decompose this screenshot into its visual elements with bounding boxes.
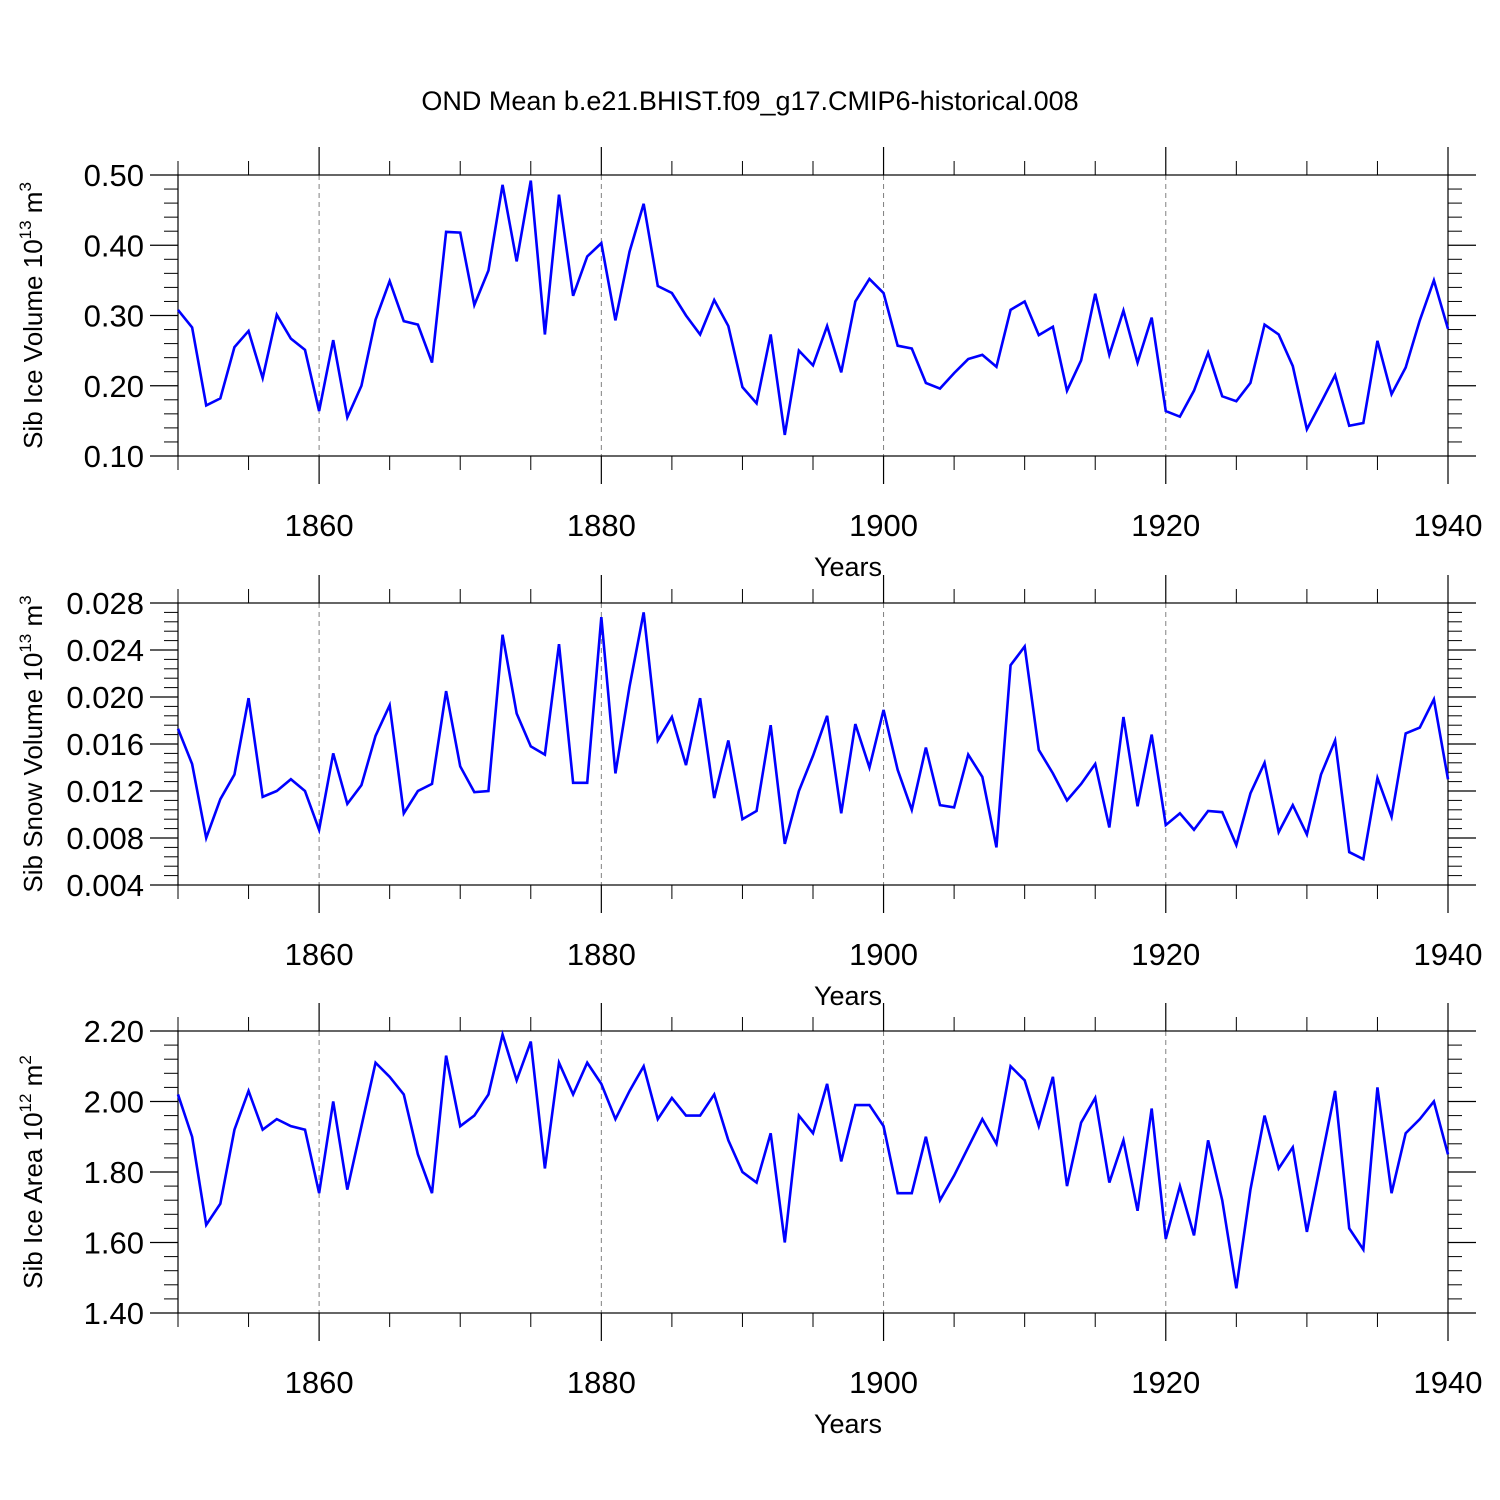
y-tick-label: 2.00 bbox=[84, 1085, 144, 1120]
x-tick-label: 1880 bbox=[567, 508, 636, 543]
x-tick-label: 1860 bbox=[285, 937, 354, 972]
y-axis-label: Sib Ice Area 1012 m2 bbox=[16, 1055, 48, 1289]
y-tick-label: 0.50 bbox=[84, 158, 144, 193]
y-tick-label: 0.020 bbox=[66, 680, 144, 715]
x-tick-label: 1920 bbox=[1131, 937, 1200, 972]
y-tick-label: 0.20 bbox=[84, 369, 144, 404]
panels: 0.10 0.20 0.30 0.40 0.50 1860 1880 1900 1920 1940… bbox=[16, 147, 1482, 1439]
x-tick-label: 1920 bbox=[1131, 508, 1200, 543]
y-axis-label-exponent: 12 bbox=[16, 1094, 35, 1113]
y-tick-label: 2.20 bbox=[84, 1014, 144, 1049]
y-axis-label-unit: m bbox=[18, 192, 48, 221]
y-axis-label: Sib Snow Volume 1013 m3 bbox=[16, 595, 48, 892]
y-tick-label: 0.40 bbox=[84, 228, 144, 263]
x-tick-label: 1940 bbox=[1414, 1365, 1483, 1400]
y-tick-label: 0.016 bbox=[66, 727, 144, 762]
y-tick-label: 0.024 bbox=[66, 633, 144, 668]
y-axis-label-unit: m bbox=[18, 605, 48, 634]
y-tick-label: 0.028 bbox=[66, 586, 144, 621]
y-axis-label-unit-exponent: 2 bbox=[16, 1055, 35, 1064]
plot-frame bbox=[177, 1030, 1449, 1314]
chart-title: OND Mean b.e21.BHIST.f09_g17.CMIP6-histo… bbox=[421, 86, 1078, 116]
x-tick-label: 1880 bbox=[567, 1365, 636, 1400]
panel-1: 0.10 0.20 0.30 0.40 0.50 1860 1880 1900 1920 1940… bbox=[16, 147, 1482, 582]
y-tick-label: 0.10 bbox=[84, 439, 144, 474]
y-tick-label: 0.30 bbox=[84, 299, 144, 334]
x-tick-label: 1860 bbox=[285, 1365, 354, 1400]
y-axis-label-main: Sib Ice Area 10 bbox=[18, 1112, 48, 1288]
y-tick-label: 0.008 bbox=[66, 821, 144, 856]
series-line bbox=[176, 612, 1450, 862]
y-axis-label: Sib Ice Volume 1013 m3 bbox=[16, 182, 48, 449]
y-axis-label-unit-exponent: 3 bbox=[16, 182, 35, 191]
panel-2: 0.004 0.008 0.012 0.016 0.020 0.024 0.028 1860 1… bbox=[16, 575, 1482, 1011]
y-axis-label-exponent: 13 bbox=[16, 220, 35, 239]
series-line bbox=[176, 180, 1450, 436]
y-tick-label: 1.40 bbox=[84, 1296, 144, 1331]
x-tick-label: 1860 bbox=[285, 508, 354, 543]
y-axis-label-main: Sib Ice Volume 10 bbox=[18, 239, 48, 449]
x-tick-label: 1940 bbox=[1414, 508, 1483, 543]
x-tick-label: 1900 bbox=[849, 937, 918, 972]
x-axis-label: Years bbox=[814, 981, 882, 1011]
y-axis-label-unit: m bbox=[18, 1065, 48, 1094]
x-tick-label: 1900 bbox=[849, 1365, 918, 1400]
y-tick-label: 0.012 bbox=[66, 774, 144, 809]
y-tick-label: 1.60 bbox=[84, 1226, 144, 1261]
panel-3: 1.40 1.60 1.80 2.00 2.20 1860 1880 1900 1920 1940… bbox=[16, 1003, 1482, 1439]
x-tick-label: 1900 bbox=[849, 508, 918, 543]
x-tick-label: 1880 bbox=[567, 937, 636, 972]
y-tick-label: 0.004 bbox=[66, 868, 144, 903]
y-axis-label-unit-exponent: 3 bbox=[16, 595, 35, 604]
series-line bbox=[176, 1029, 1450, 1289]
y-axis-label-main: Sib Snow Volume 10 bbox=[18, 653, 48, 893]
y-axis-label-exponent: 13 bbox=[16, 634, 35, 653]
x-axis-label: Years bbox=[814, 1409, 882, 1439]
plot-frame bbox=[177, 174, 1449, 457]
y-tick-label: 1.80 bbox=[84, 1155, 144, 1190]
x-axis-label: Years bbox=[814, 552, 882, 582]
x-tick-label: 1920 bbox=[1131, 1365, 1200, 1400]
x-tick-label: 1940 bbox=[1414, 937, 1483, 972]
plot-frame bbox=[177, 602, 1449, 886]
